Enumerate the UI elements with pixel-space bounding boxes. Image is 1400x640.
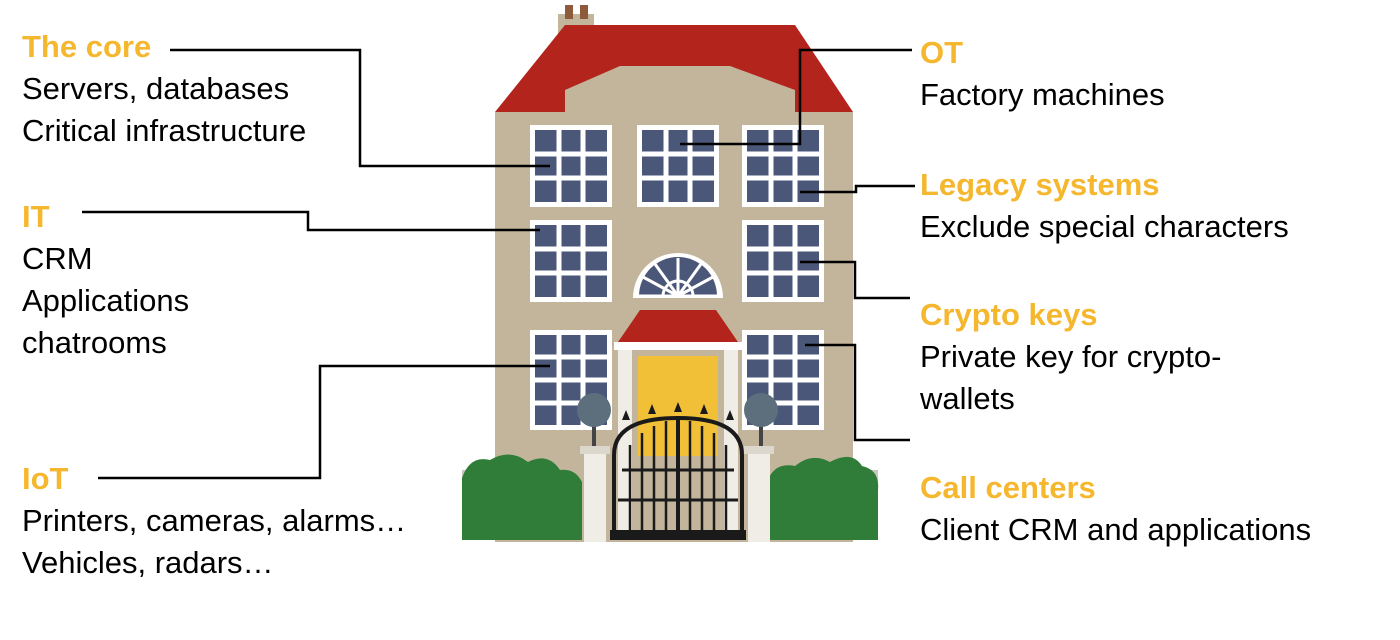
- callout-line: Servers, databases: [22, 71, 290, 106]
- connector-callcenters: [805, 343, 910, 442]
- callout-title: IT: [22, 199, 50, 234]
- connector-it: [82, 210, 540, 232]
- iron-gate: [610, 402, 746, 540]
- connector-ot: [680, 48, 912, 146]
- callout-line: Printers, cameras, alarms…: [22, 503, 407, 538]
- callout-title: Legacy systems: [920, 167, 1160, 202]
- callout-it: IT CRM Applications chatrooms: [22, 196, 189, 364]
- callout-legacy: Legacy systems Exclude special character…: [920, 164, 1289, 248]
- window-middle-left: [530, 220, 612, 302]
- connector-lines: [82, 48, 915, 480]
- callout-callcenters: Call centers Client CRM and applications: [920, 467, 1311, 551]
- callout-line: Client CRM and applications: [920, 512, 1312, 547]
- callout-iot: IoT Printers, cameras, alarms… Vehicles,…: [22, 458, 406, 584]
- callout-line: wallets: [920, 381, 1015, 416]
- fan-window: [633, 253, 723, 298]
- window-top-right: [742, 125, 824, 207]
- window-top-center: [637, 125, 719, 207]
- callout-line: Critical infrastructure: [22, 113, 307, 148]
- callout-title: Crypto keys: [920, 297, 1098, 332]
- callout-line: chatrooms: [22, 325, 167, 360]
- callout-line: Private key for crypto-: [920, 339, 1222, 374]
- connector-iot: [98, 364, 550, 480]
- callout-core: The core Servers, databases Critical inf…: [22, 26, 306, 152]
- roof: [495, 25, 853, 112]
- topiary-right: [744, 393, 778, 465]
- connector-core: [170, 48, 550, 168]
- callout-line: Factory machines: [920, 77, 1165, 112]
- callout-line: Vehicles, radars…: [22, 545, 274, 580]
- callout-title: IoT: [22, 461, 69, 496]
- topiary-left: [577, 393, 611, 465]
- callout-crypto: Crypto keys Private key for crypto- wall…: [920, 294, 1221, 420]
- window-top-left: [530, 125, 612, 207]
- house-illustration: [462, 5, 879, 542]
- callout-title: OT: [920, 35, 964, 70]
- callout-ot: OT Factory machines: [920, 32, 1165, 116]
- connector-legacy: [800, 184, 915, 194]
- callout-title: The core: [22, 29, 152, 64]
- callout-line: CRM: [22, 241, 93, 276]
- connector-crypto: [800, 260, 910, 300]
- callout-title: Call centers: [920, 470, 1096, 505]
- callout-line: Exclude special characters: [920, 209, 1289, 244]
- hedge-right: [768, 456, 879, 540]
- hedge-left: [462, 454, 582, 540]
- callout-line: Applications: [22, 283, 190, 318]
